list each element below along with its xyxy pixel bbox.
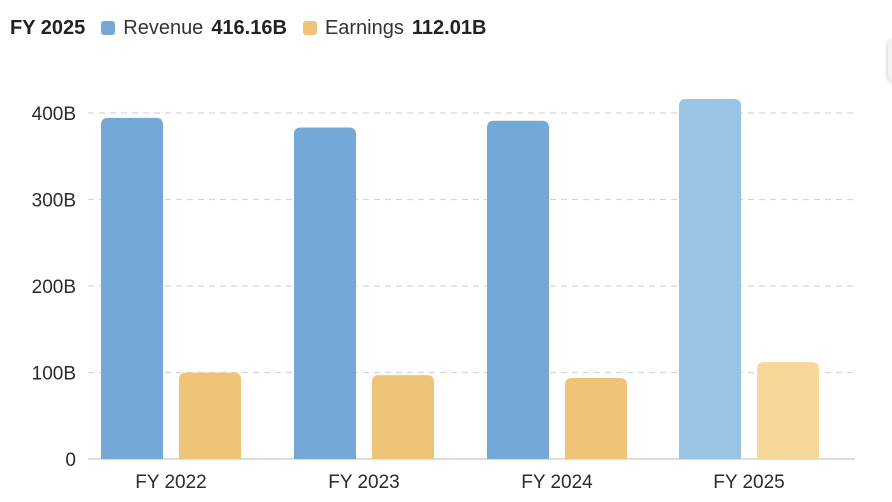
y-tick-label-3: 300B bbox=[32, 191, 76, 212]
y-tick-label-0: 0 bbox=[65, 450, 76, 471]
legend-item-revenue[interactable]: Revenue 416.16B bbox=[101, 17, 287, 40]
period-label: FY 2025 bbox=[10, 16, 86, 39]
legend-value-revenue: 416.16B bbox=[211, 16, 287, 39]
legend-label-revenue: Revenue bbox=[123, 16, 204, 39]
bar-revenue-fy-2025[interactable] bbox=[679, 99, 741, 459]
y-tick-label-4: 400B bbox=[32, 104, 76, 125]
revenue-swatch bbox=[101, 21, 116, 35]
legend-label-earnings: Earnings bbox=[324, 16, 404, 39]
bar-earnings-fy-2023[interactable] bbox=[372, 375, 434, 459]
legend-item-earnings[interactable]: Earnings 112.01B bbox=[302, 16, 487, 40]
bar-revenue-fy-2024[interactable] bbox=[487, 120, 549, 459]
legend-value-earnings: 112.01B bbox=[411, 16, 487, 39]
x-tick-label-2: FY 2024 bbox=[521, 472, 593, 493]
bar-revenue-fy-2022[interactable] bbox=[101, 117, 163, 459]
chart-header: FY 2025 Revenue 416.16B Earnings 112.01B bbox=[10, 12, 502, 44]
bar-earnings-fy-2025[interactable] bbox=[757, 362, 819, 459]
x-tick-label-3: FY 2025 bbox=[713, 472, 784, 493]
side-panel-handle[interactable] bbox=[888, 38, 892, 82]
earnings-swatch bbox=[302, 21, 317, 35]
x-tick-label-0: FY 2022 bbox=[135, 472, 206, 493]
bar-revenue-fy-2023[interactable] bbox=[294, 127, 356, 460]
bar-earnings-fy-2024[interactable] bbox=[565, 377, 627, 459]
y-tick-label-2: 200B bbox=[32, 277, 76, 298]
x-tick-label-1: FY 2023 bbox=[328, 472, 399, 493]
y-tick-label-1: 100B bbox=[32, 364, 76, 385]
bar-earnings-fy-2022[interactable] bbox=[179, 372, 241, 459]
